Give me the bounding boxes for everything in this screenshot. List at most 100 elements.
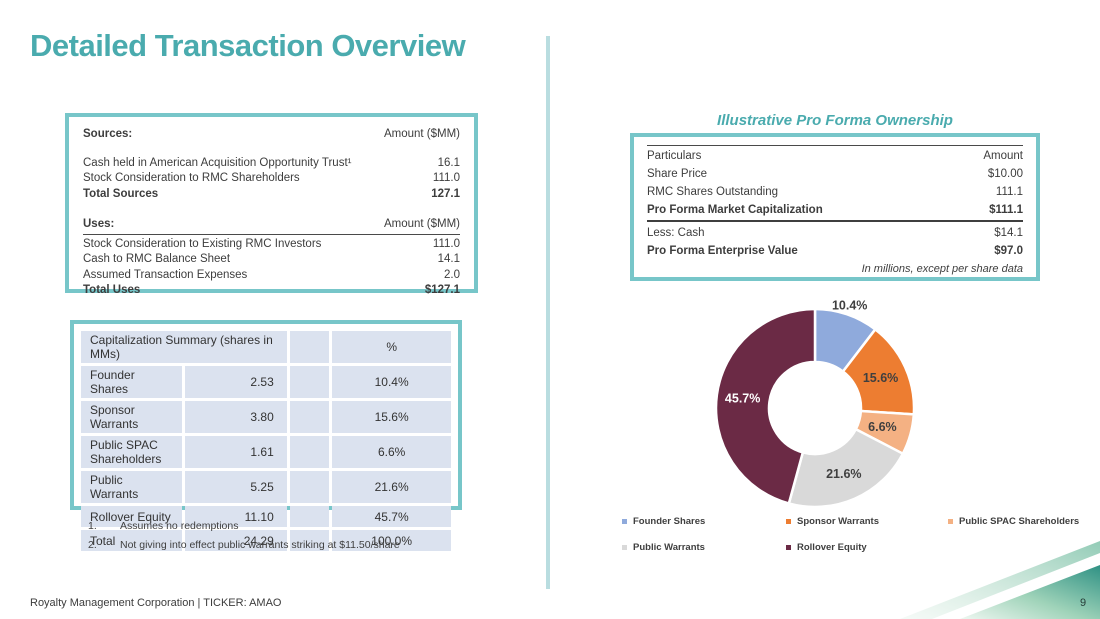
cap-header: Capitalization Summary (shares in MMs) xyxy=(81,331,287,363)
table-row: Share Price $10.00 xyxy=(647,165,1023,183)
row-label: Sponsor Warrants xyxy=(81,401,183,433)
capitalization-summary-box: Capitalization Summary (shares in MMs) %… xyxy=(70,320,462,551)
row-value: 16.1 xyxy=(437,156,460,169)
row-value: 3.80 xyxy=(185,401,287,433)
row-pct: 100.0% xyxy=(332,530,451,551)
donut-slice-label: 6.6% xyxy=(868,420,897,434)
table-row: Founder Shares 2.53 10.4% xyxy=(81,366,451,398)
column-header-particulars: Particulars xyxy=(647,150,702,162)
donut-slice-label: 10.4% xyxy=(832,299,867,313)
footnote-number: 2. xyxy=(88,539,97,551)
legend-item: Sponsor Warrants xyxy=(786,516,879,527)
pro-forma-box: Particulars Amount Share Price $10.00 RM… xyxy=(630,133,1040,281)
chart-legend: Founder Shares Sponsor Warrants Public S… xyxy=(615,510,1100,562)
legend-item: Public Warrants xyxy=(622,542,705,553)
table-row: Less: Cash $14.1 xyxy=(647,224,1023,242)
row-label: Assumed Transaction Expenses xyxy=(83,268,248,281)
donut-slice-label: 21.6% xyxy=(826,467,861,481)
donut-slice xyxy=(787,427,905,509)
table-row: Stock Consideration to RMC Shareholders … xyxy=(83,171,460,187)
legend-marker-public-warrants xyxy=(622,545,627,550)
row-label: Total Sources xyxy=(83,187,159,200)
row-value: $127.1 xyxy=(424,284,460,296)
row-label: Founder Shares xyxy=(81,366,183,398)
footnotes: 1. Assumes no redemptions 2. Not giving … xyxy=(88,520,400,558)
row-pct: 6.6% xyxy=(332,436,451,468)
row-label: Pro Forma Market Capitalization xyxy=(647,204,823,216)
ownership-donut-chart: 10.4% 15.6% 6.6% 21.6% 45.7% xyxy=(695,291,935,523)
row-label: Public SPAC Shareholders xyxy=(81,436,183,468)
legend-item: Founder Shares xyxy=(622,516,705,527)
legend-label: Public Warrants xyxy=(633,542,705,553)
rule xyxy=(647,145,1023,146)
row-label: Cash held in American Acquisition Opport… xyxy=(83,156,352,169)
corner-main-triangle xyxy=(960,565,1100,619)
row-value: 111.0 xyxy=(432,237,460,250)
pro-forma-title: Illustrative Pro Forma Ownership xyxy=(717,112,953,129)
legend-label: Rollover Equity xyxy=(797,542,867,553)
row-value: 24.29 xyxy=(185,530,287,551)
footnote-text: Assumes no redemptions xyxy=(120,520,239,532)
row-pct: 21.6% xyxy=(332,471,451,503)
table-row: Sponsor Warrants 3.80 15.6% xyxy=(81,401,451,433)
footnote: 1. Assumes no redemptions xyxy=(88,520,400,532)
table-row: RMC Shares Outstanding 111.1 xyxy=(647,183,1023,201)
donut-slice-label: 15.6% xyxy=(863,371,898,385)
sources-header: Sources: xyxy=(83,128,133,140)
legend-label: Sponsor Warrants xyxy=(797,516,879,527)
page-title: Detailed Transaction Overview xyxy=(30,28,466,63)
table-row: Assumed Transaction Expenses 2.0 xyxy=(83,268,460,284)
table-row: Public SPAC Shareholders 1.61 6.6% xyxy=(81,436,451,468)
sources-header-row: Sources: Amount ($MM) xyxy=(83,127,460,143)
table-row: Rollover Equity 11.10 45.7% xyxy=(81,506,451,527)
row-value: 111.1 xyxy=(995,186,1023,198)
corner-decoration xyxy=(900,541,1100,619)
row-value: $10.00 xyxy=(987,168,1023,180)
donut-chart-svg: 10.4% 15.6% 6.6% 21.6% 45.7% xyxy=(714,299,916,509)
table-header-row: Particulars Amount xyxy=(647,147,1023,165)
row-value: $97.0 xyxy=(994,245,1023,257)
row-label: Rollover Equity xyxy=(81,506,183,527)
pro-forma-note: In millions, except per share data xyxy=(861,263,1023,275)
legend-item: Rollover Equity xyxy=(786,542,867,553)
row-label: RMC Shares Outstanding xyxy=(647,186,779,198)
row-label: Share Price xyxy=(647,168,708,180)
row-label: Less: Cash xyxy=(647,227,705,239)
table-header-row: Capitalization Summary (shares in MMs) % xyxy=(81,331,451,363)
uses-header: Uses: xyxy=(83,218,115,230)
page-number: 9 xyxy=(1080,597,1087,609)
footnote-text: Not giving into effect public warrants s… xyxy=(120,539,400,551)
row-label: Public Warrants xyxy=(81,471,183,503)
row-label: Total xyxy=(81,530,183,551)
row-value: $14.1 xyxy=(994,227,1023,239)
row-value: 11.10 xyxy=(185,506,287,527)
row-label: Stock Consideration to Existing RMC Inve… xyxy=(83,237,322,250)
donut-slice xyxy=(714,307,817,505)
row-pct: 10.4% xyxy=(332,366,451,398)
table-row: Cash held in American Acquisition Opport… xyxy=(83,156,460,172)
uses-header-row: Uses: Amount ($MM) xyxy=(83,217,460,235)
enterprise-value-row: Pro Forma Enterprise Value $97.0 xyxy=(647,242,1023,260)
table-row: Stock Consideration to Existing RMC Inve… xyxy=(83,237,460,253)
row-value: 1.61 xyxy=(185,436,287,468)
row-pct: 45.7% xyxy=(332,506,451,527)
footer-text: Royalty Management Corporation | TICKER:… xyxy=(30,597,282,609)
donut-slice-label: 45.7% xyxy=(725,391,760,405)
row-label: Stock Consideration to RMC Shareholders xyxy=(83,172,300,184)
row-label: Cash to RMC Balance Sheet xyxy=(83,253,231,265)
legend-marker-founder-shares xyxy=(622,519,627,524)
row-label: Total Uses xyxy=(83,284,141,296)
legend-marker-public-spac-shareholders xyxy=(948,519,953,524)
capitalization-summary-table: Capitalization Summary (shares in MMs) %… xyxy=(78,328,454,554)
row-value: 14.1 xyxy=(437,253,460,265)
row-pct: 15.6% xyxy=(332,401,451,433)
legend-item: Public SPAC Shareholders xyxy=(948,516,1079,527)
legend-marker-sponsor-warrants xyxy=(786,519,791,524)
row-value: 111.0 xyxy=(432,172,460,184)
cap-total-row: Total 24.29 100.0% xyxy=(81,530,451,551)
corner-light-band xyxy=(900,541,1100,619)
legend-label: Public SPAC Shareholders xyxy=(959,516,1080,527)
legend-marker-rollover-equity xyxy=(786,545,791,550)
legend-label: Founder Shares xyxy=(633,516,706,527)
row-value: 5.25 xyxy=(185,471,287,503)
